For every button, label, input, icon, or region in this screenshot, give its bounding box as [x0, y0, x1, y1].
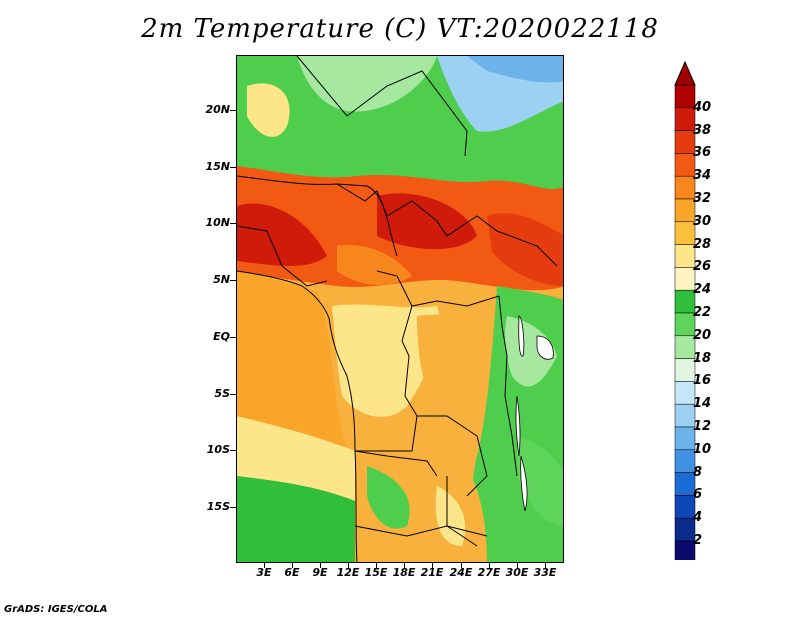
- colorbar-swatch: [674, 335, 696, 359]
- lat-tick-label: EQ: [213, 330, 230, 343]
- lon-tick-label: 9E: [312, 566, 328, 579]
- colorbar-label: 2: [693, 533, 703, 548]
- lat-tick-label: 15S: [206, 500, 230, 513]
- colorbar-label: 34: [693, 168, 712, 184]
- colorbar-label: 8: [693, 464, 703, 480]
- colorbar-swatch: [674, 198, 696, 223]
- colorbar-swatch: [674, 403, 696, 428]
- colorbar-label: 28: [693, 236, 712, 252]
- colorbar-label: 24: [693, 282, 712, 298]
- footer-credit: GrADS: IGES/COLA: [4, 604, 108, 615]
- colorbar-swatch: [674, 472, 696, 496]
- colorbar-swatch: [674, 267, 696, 291]
- colorbar-label: 6: [693, 487, 703, 503]
- colorbar-swatch: [674, 495, 696, 519]
- lon-tick-label: 18E: [392, 566, 416, 579]
- colorbar-label: 40: [693, 99, 712, 115]
- lon-tick: [376, 563, 377, 568]
- colorbar-swatch: [674, 84, 696, 109]
- colorbar-label: 26: [693, 259, 712, 275]
- colorbar-label: 10: [693, 441, 712, 457]
- colorbar-swatch: [674, 244, 696, 268]
- colorbar-label: 22: [693, 305, 712, 320]
- lon-tick: [404, 563, 405, 568]
- colorbar-label: 36: [693, 145, 712, 161]
- colorbar-swatch: [674, 426, 696, 451]
- lat-tick-label: 15N: [205, 160, 230, 173]
- lon-tick: [461, 563, 462, 568]
- lon-tick: [432, 563, 433, 568]
- lat-tick: [230, 167, 236, 168]
- colorbar-label: 14: [693, 396, 712, 412]
- colorbar-label: 30: [693, 213, 712, 229]
- colorbar-label: 12: [693, 419, 712, 434]
- colorbar-swatch: [674, 381, 696, 405]
- lon-tick-label: 12E: [336, 566, 360, 579]
- colorbar-swatch: [674, 449, 696, 473]
- lat-tick: [230, 337, 236, 338]
- lon-tick: [348, 563, 349, 568]
- colorbar-label: 18: [693, 350, 712, 366]
- lon-tick-label: 30E: [505, 566, 529, 579]
- colorbar-label: 38: [693, 122, 712, 138]
- colorbar-label: 16: [693, 373, 712, 389]
- colorbar-label: 4: [693, 510, 703, 526]
- lon-tick: [517, 563, 518, 568]
- lon-tick-label: 3E: [256, 566, 272, 579]
- colorbar-swatch: [674, 221, 696, 245]
- lon-tick-label: 21E: [420, 566, 444, 579]
- colorbar-swatch: [674, 312, 696, 337]
- lat-tick: [230, 394, 236, 395]
- colorbar-swatch: [674, 130, 696, 154]
- lat-tick: [230, 507, 236, 508]
- lat-tick: [230, 450, 236, 451]
- colorbar-swatch: [674, 517, 696, 542]
- colorbar-label: 32: [693, 191, 712, 206]
- lon-tick-label: 33E: [533, 566, 557, 579]
- colorbar-swatch: [674, 175, 696, 200]
- colorbar-swatch: [674, 358, 696, 382]
- temperature-field: [237, 56, 563, 562]
- lat-tick-label: 5N: [213, 273, 230, 286]
- lat-tick-label: 10N: [205, 216, 230, 229]
- colorbar-swatch: [674, 289, 696, 314]
- lon-tick: [545, 563, 546, 568]
- lat-tick-label: 10S: [206, 443, 230, 456]
- colorbar-label: 20: [693, 327, 712, 343]
- lon-tick: [264, 563, 265, 568]
- lon-tick-label: 6E: [284, 566, 300, 579]
- lon-tick-label: 15E: [364, 566, 388, 579]
- colorbar: [674, 60, 696, 560]
- chart-title: 2m Temperature (C) VT:2020022118: [141, 14, 659, 44]
- lon-tick: [489, 563, 490, 568]
- lat-tick-label: 5S: [214, 387, 230, 400]
- colorbar-swatch: [674, 107, 696, 131]
- lon-tick-label: 24E: [449, 566, 473, 579]
- lon-tick: [292, 563, 293, 568]
- lat-tick: [230, 280, 236, 281]
- lat-tick: [230, 110, 236, 111]
- temperature-map: [236, 55, 564, 563]
- colorbar-swatch: [674, 153, 696, 177]
- lon-tick: [320, 563, 321, 568]
- lon-tick-label: 27E: [477, 566, 501, 579]
- colorbar-swatch: [674, 540, 696, 560]
- lat-tick: [230, 223, 236, 224]
- colorbar-top-arrow: [674, 60, 696, 86]
- lat-tick-label: 20N: [205, 103, 230, 116]
